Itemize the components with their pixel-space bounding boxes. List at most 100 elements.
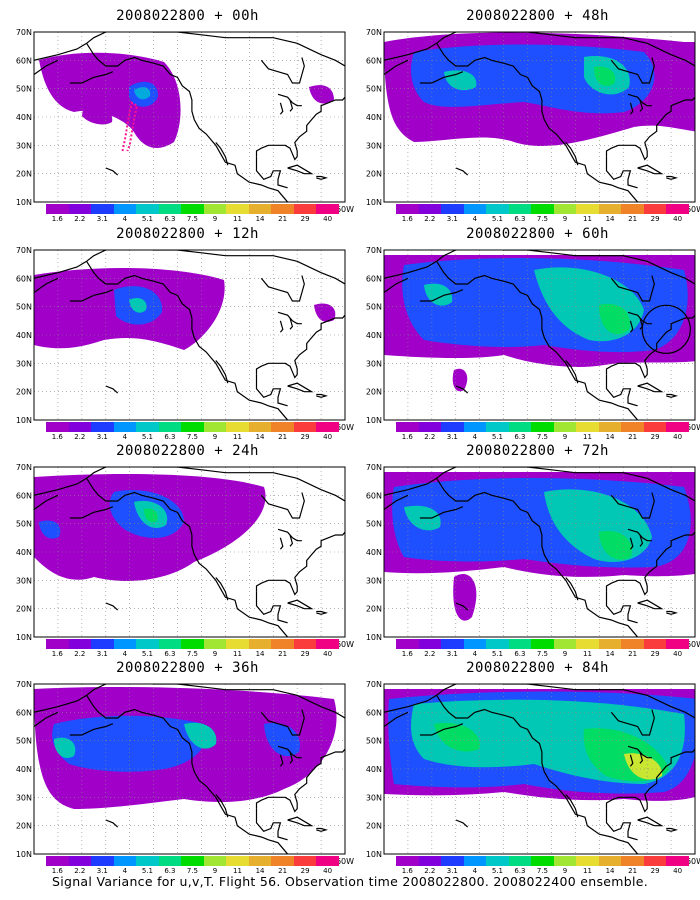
lat-label: 10N bbox=[366, 850, 382, 859]
variance-region bbox=[134, 87, 151, 100]
colorbar-swatch bbox=[248, 422, 272, 432]
lat-label: 40N bbox=[16, 765, 32, 774]
panel-title: 2008022800 + 36h bbox=[116, 660, 259, 676]
lat-label: 60N bbox=[16, 56, 32, 65]
colorbar-swatch bbox=[598, 204, 622, 214]
coastline bbox=[627, 745, 652, 759]
variance-region bbox=[39, 520, 61, 539]
colorbar-swatch bbox=[203, 204, 227, 214]
colorbar-label: 6.3 bbox=[514, 433, 526, 441]
colorbar-swatch bbox=[621, 204, 644, 214]
lat-label: 10N bbox=[16, 198, 32, 207]
colorbar-swatch bbox=[203, 422, 227, 432]
colorbar-swatch bbox=[396, 204, 419, 214]
coastline bbox=[637, 599, 664, 610]
coastline bbox=[610, 709, 655, 736]
colorbar bbox=[46, 204, 339, 214]
colorbar-label: 40 bbox=[673, 650, 683, 658]
map-frame bbox=[33, 466, 346, 638]
colorbar-swatch bbox=[226, 204, 249, 214]
colorbar-label: 9 bbox=[562, 215, 568, 223]
coastline bbox=[86, 260, 289, 420]
colorbar-label: 1.6 bbox=[51, 215, 63, 223]
coastline bbox=[34, 711, 59, 727]
coastline bbox=[605, 591, 638, 624]
colorbar-swatch bbox=[643, 856, 667, 866]
colorbar-label: 1.6 bbox=[401, 650, 413, 658]
coastline bbox=[436, 42, 639, 202]
colorbar-swatch bbox=[576, 856, 599, 866]
panel-84h: 2008022800 + 84h70N60N50N40N30N20N10N180… bbox=[366, 660, 700, 875]
colorbar-swatch bbox=[158, 856, 182, 866]
colorbar-swatch bbox=[463, 422, 487, 432]
coastline bbox=[255, 156, 288, 189]
coastline bbox=[627, 93, 652, 107]
coastline bbox=[289, 317, 294, 330]
lon-label: 60W bbox=[686, 857, 700, 866]
colorbar-label: 9 bbox=[212, 867, 218, 875]
colorbar-swatch bbox=[271, 856, 294, 866]
colorbar-label: 11 bbox=[233, 650, 242, 658]
colorbar-label: 5.1 bbox=[491, 650, 503, 658]
lat-label: 50N bbox=[16, 737, 32, 746]
colorbar-label: 4 bbox=[122, 433, 128, 441]
coastline bbox=[215, 360, 229, 384]
coastline bbox=[605, 374, 638, 407]
variance-region bbox=[314, 303, 336, 322]
coastline bbox=[384, 250, 695, 285]
lat-label: 40N bbox=[366, 548, 382, 557]
coastline bbox=[255, 96, 345, 161]
coastline bbox=[384, 277, 409, 293]
coastline bbox=[215, 794, 229, 818]
colorbar-swatch bbox=[576, 639, 599, 649]
coastline bbox=[34, 494, 59, 510]
lat-label: 20N bbox=[366, 605, 382, 614]
colorbar-swatch bbox=[226, 422, 249, 432]
lat-label: 20N bbox=[366, 822, 382, 831]
colorbar-swatch bbox=[666, 639, 689, 649]
colorbar-label: 14 bbox=[255, 433, 265, 441]
coastline bbox=[34, 32, 345, 67]
colorbar-swatch bbox=[486, 639, 509, 649]
colorbar-swatch bbox=[441, 856, 464, 866]
colorbar-swatch bbox=[598, 856, 622, 866]
colorbar-label: 3.1 bbox=[96, 433, 108, 441]
colorbar-label: 29 bbox=[650, 867, 660, 875]
colorbar-labels: 1.6 2.2 3.1 4 5.1 6.3 7.5 9 11 14 21 29 40 bbox=[46, 867, 339, 876]
colorbar-swatch bbox=[46, 639, 69, 649]
map-frame bbox=[383, 31, 696, 203]
colorbar-label: 40 bbox=[673, 433, 683, 441]
coastline bbox=[605, 808, 638, 841]
coastline bbox=[260, 492, 305, 519]
lat-label: 30N bbox=[16, 141, 32, 150]
colorbar-label: 1.6 bbox=[401, 867, 413, 875]
coastline bbox=[629, 320, 634, 333]
colorbar-swatch bbox=[418, 422, 442, 432]
colorbar-swatch bbox=[181, 639, 204, 649]
lon-label: 60W bbox=[336, 857, 354, 866]
colorbar-label: 5.1 bbox=[491, 433, 503, 441]
coastline bbox=[34, 277, 59, 293]
lat-label: 10N bbox=[366, 633, 382, 642]
coastline bbox=[316, 827, 329, 832]
coastline bbox=[260, 275, 305, 302]
lat-label: 30N bbox=[366, 359, 382, 368]
colorbar-labels: 1.6 2.2 3.1 4 5.1 6.3 7.5 9 11 14 21 29 40 bbox=[396, 650, 689, 659]
colorbar-swatch bbox=[621, 639, 644, 649]
coastline bbox=[255, 808, 288, 841]
panel-72h: 2008022800 + 72h70N60N50N40N30N20N10N180… bbox=[366, 443, 700, 659]
coastline bbox=[605, 156, 638, 189]
colorbar-swatch bbox=[463, 856, 487, 866]
colorbar-swatch bbox=[553, 639, 577, 649]
coastline bbox=[316, 393, 329, 398]
colorbar bbox=[46, 856, 339, 866]
map-plot: 70N60N50N40N30N20N10N180160W140W120W100W… bbox=[16, 246, 354, 432]
coastline bbox=[316, 175, 329, 180]
colorbar-label: 21 bbox=[278, 867, 288, 875]
colorbar-label: 6.3 bbox=[514, 867, 526, 875]
coastline bbox=[384, 467, 695, 502]
colorbar-swatch bbox=[158, 639, 182, 649]
coastline bbox=[277, 311, 302, 325]
coastline bbox=[215, 577, 229, 601]
coastline bbox=[277, 745, 302, 759]
